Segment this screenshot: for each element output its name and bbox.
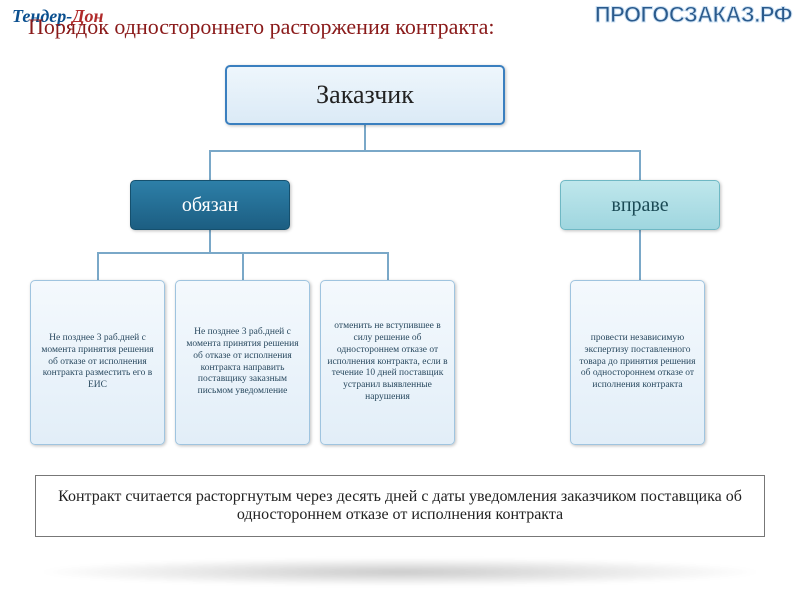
node-entitled: вправе: [560, 180, 720, 230]
leaf-label: провести независимую экспертизу поставле…: [577, 333, 698, 392]
connector: [209, 150, 211, 180]
node-obligated: обязан: [130, 180, 290, 230]
logo-right: ПРОГОСЗАКАЗ.РФ: [595, 2, 792, 28]
leaf-node: отменить не вступившее в силу решение об…: [320, 280, 455, 445]
node-customer: Заказчик: [225, 65, 505, 125]
leaf-label: отменить не вступившее в силу решение об…: [327, 321, 448, 404]
page-title: Порядок одностороннего расторжения контр…: [28, 14, 495, 40]
connector: [639, 150, 641, 180]
leaf-label: Не позднее 3 раб.дней с момента принятия…: [37, 333, 158, 392]
connector: [242, 252, 244, 280]
connector: [209, 150, 641, 152]
node-label: вправе: [611, 194, 668, 217]
footer-text: Контракт считается расторгнутым через де…: [52, 488, 748, 524]
connector: [364, 125, 366, 150]
leaf-node: Не позднее 3 раб.дней с момента принятия…: [175, 280, 310, 445]
leaf-node: Не позднее 3 раб.дней с момента принятия…: [30, 280, 165, 445]
node-label: обязан: [182, 194, 238, 217]
connector: [97, 252, 99, 280]
node-label: Заказчик: [316, 80, 414, 110]
footer-note: Контракт считается расторгнутым через де…: [35, 475, 765, 537]
connector: [387, 252, 389, 280]
diagram-canvas: Заказчик обязан вправе Не позднее 3 раб.…: [0, 55, 800, 600]
leaf-label: Не позднее 3 раб.дней с момента принятия…: [182, 327, 303, 398]
slide-shadow: [30, 558, 770, 586]
connector: [209, 230, 211, 252]
leaf-node: провести независимую экспертизу поставле…: [570, 280, 705, 445]
connector: [639, 230, 641, 280]
